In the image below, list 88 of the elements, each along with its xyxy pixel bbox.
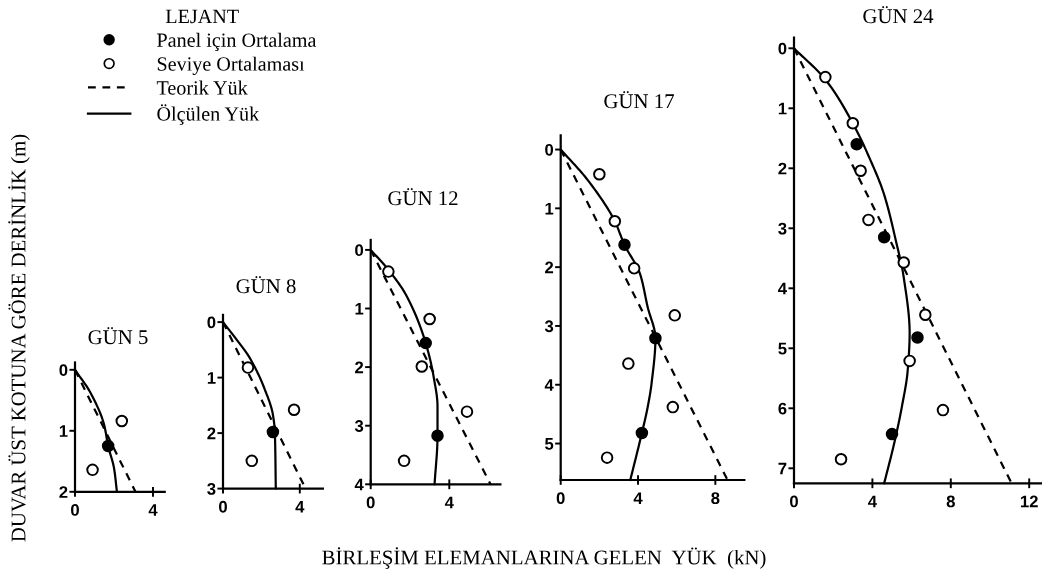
point (431, 429, 444, 442)
point (287, 403, 301, 417)
point (936, 403, 950, 417)
x-tick-label: 4 (444, 496, 454, 509)
point (834, 453, 848, 466)
point (618, 238, 631, 252)
point (600, 451, 614, 464)
point (668, 309, 682, 322)
x-tick-label: 8 (711, 492, 720, 505)
point (854, 164, 867, 177)
point (423, 312, 436, 326)
legend-label: Teorik Yük (156, 80, 248, 95)
y-tick-label: 4 (354, 478, 364, 491)
y-tick-label: 4 (778, 282, 787, 295)
point (850, 138, 863, 151)
y-tick-label: 0 (778, 42, 787, 55)
y-tick-label: 4 (544, 379, 554, 391)
y-tick-label: 1 (778, 102, 787, 115)
y-tick-label: 1 (355, 303, 364, 315)
legend-label: Seviye Ortalaması (157, 56, 305, 75)
x-tick-label: 4 (295, 501, 305, 513)
chart-title: GÜN 8 (236, 276, 296, 294)
point (666, 400, 680, 414)
y-tick-label: 0 (545, 143, 554, 156)
point (819, 70, 832, 84)
y-tick-label: 2 (59, 486, 68, 498)
point (627, 262, 641, 275)
legend-label: Panel için Ortalama (157, 32, 317, 52)
point (649, 332, 662, 345)
point (397, 454, 411, 468)
y-tick-label: 7 (778, 462, 787, 475)
y-tick-label: 2 (207, 427, 216, 440)
point (608, 215, 622, 228)
point (622, 357, 635, 370)
y-tick-label: 1 (207, 372, 216, 384)
x-tick-label: 0 (556, 492, 565, 505)
point (86, 463, 99, 477)
y-tick-label: 1 (545, 202, 554, 215)
point (266, 425, 280, 439)
point (846, 117, 860, 130)
point (862, 213, 875, 227)
x-tick-label: 4 (148, 504, 158, 516)
legend-label: Ölçülen Yük (157, 104, 260, 125)
point (460, 405, 474, 418)
y-tick-label: 3 (207, 483, 216, 495)
y-tick-label: 0 (59, 364, 68, 376)
point (245, 454, 259, 468)
y-tick-label: 3 (354, 420, 364, 432)
y-axis-title: DUVAR ÜST KOTUNA GÖRE DERİNLİK (m) (8, 134, 30, 542)
chart-title: GÜN 5 (88, 327, 148, 345)
y-tick-label: 6 (778, 402, 787, 415)
y-tick-label: 3 (778, 222, 787, 235)
point (919, 308, 932, 321)
x-tick-label: 0 (366, 496, 375, 509)
x-tick-label: 8 (946, 495, 955, 508)
point (415, 360, 429, 373)
y-tick-label: 2 (778, 162, 787, 175)
legend-title: LEJANT (165, 9, 239, 24)
y-tick-label: 0 (207, 316, 216, 329)
point (903, 354, 916, 368)
point (115, 414, 129, 428)
x-tick-label: 0 (71, 504, 79, 516)
y-tick-label: 1 (59, 425, 68, 437)
point (241, 361, 255, 374)
chart-title: GÜN 24 (863, 6, 934, 24)
x-tick-label: 0 (219, 500, 227, 513)
point (897, 256, 911, 269)
y-tick-label: 2 (355, 361, 364, 374)
y-tick-label: 2 (545, 261, 554, 274)
y-tick-label: 3 (544, 320, 554, 333)
point (877, 231, 891, 244)
point (419, 336, 432, 350)
y-tick-label: 0 (355, 244, 364, 257)
y-tick-label: 5 (778, 342, 787, 355)
x-tick-label: 0 (790, 495, 798, 508)
point (885, 427, 899, 441)
x-tick-label: 4 (868, 495, 877, 508)
point (382, 265, 395, 278)
point (593, 167, 606, 181)
point (911, 331, 924, 344)
chart-title: GÜN 17 (604, 91, 674, 109)
point (635, 426, 649, 440)
chart-title: GÜN 12 (388, 188, 458, 206)
y-tick-label: 5 (545, 438, 554, 450)
x-tick-label: 4 (633, 492, 643, 504)
x-axis-title: BİRLEŞİM ELEMANLARINA GELEN YÜK (kN) (322, 547, 766, 569)
x-tick-label: 12 (1020, 495, 1038, 508)
point (101, 439, 115, 453)
